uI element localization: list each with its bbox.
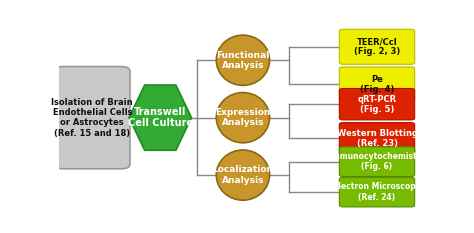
Text: Expression
Analysis: Expression Analysis [215,108,271,127]
Text: TEER/Ccl
(Fig. 2, 3): TEER/Ccl (Fig. 2, 3) [354,37,400,56]
Text: Western Blotting
(Ref. 23): Western Blotting (Ref. 23) [337,129,418,148]
Ellipse shape [216,35,270,85]
Text: Functional
Analysis: Functional Analysis [216,51,270,70]
Text: Localization
Analysis: Localization Analysis [212,165,273,185]
Text: Isolation of Brain
Endothelial Cells
or Astrocytes
(Ref. 15 and 18): Isolation of Brain Endothelial Cells or … [52,98,133,138]
FancyBboxPatch shape [339,67,415,102]
Text: Electron Microscopy
(Ref. 24): Electron Microscopy (Ref. 24) [333,182,421,202]
Text: Pe
(Fig. 4): Pe (Fig. 4) [360,75,394,94]
Text: Immunocytochemistry
(Fig. 6): Immunocytochemistry (Fig. 6) [329,152,425,171]
Text: qRT-PCR
(Fig. 5): qRT-PCR (Fig. 5) [357,95,397,114]
FancyBboxPatch shape [339,89,415,120]
Ellipse shape [216,93,270,143]
Ellipse shape [216,150,270,200]
FancyBboxPatch shape [339,147,415,176]
FancyBboxPatch shape [55,67,130,169]
Polygon shape [129,85,191,150]
FancyBboxPatch shape [339,123,415,154]
Text: Transwell
Cell Culture: Transwell Cell Culture [128,107,193,128]
FancyBboxPatch shape [339,177,415,207]
FancyBboxPatch shape [339,29,415,64]
